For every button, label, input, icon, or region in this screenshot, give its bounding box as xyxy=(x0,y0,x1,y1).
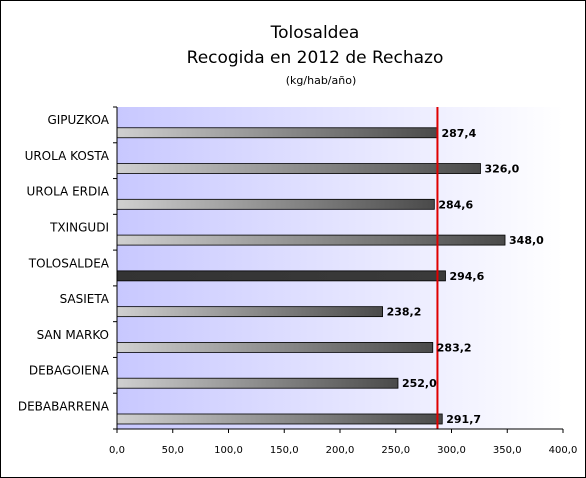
x-tick-label: 0,0 xyxy=(109,445,125,456)
bar-gipuzkoa xyxy=(116,127,438,139)
x-tick-label: 150,0 xyxy=(270,445,299,456)
labels-layer: 287,4 GIPUZKOA 326,0 UROLA KOSTA 284,6 UROLA … xyxy=(18,113,544,426)
x-tick-label: 250,0 xyxy=(381,445,410,456)
bar-san-marko xyxy=(116,342,434,353)
value-label: 252,0 xyxy=(402,377,437,390)
x-axis: 0,0 50,0 100,0 150,0 200,0 250,0 300,0 350,0 400… xyxy=(109,106,578,456)
category-label: TXINGUDI xyxy=(49,221,109,235)
bar-sasieta xyxy=(116,306,383,318)
x-tick-label: 400,0 xyxy=(549,445,578,456)
value-label: 291,7 xyxy=(446,413,481,426)
category-label: SAN MARKO xyxy=(37,328,109,342)
bar-debabarrena xyxy=(116,413,443,425)
category-label: DEBABARRENA xyxy=(18,399,110,413)
value-label: 287,4 xyxy=(441,127,476,140)
bar-urola-kosta xyxy=(116,163,481,174)
plot-area xyxy=(117,107,563,429)
category-label: UROLA ERDIA xyxy=(27,185,110,199)
category-label: SASIETA xyxy=(60,292,110,306)
chart-title: Tolosaldea xyxy=(270,23,360,43)
chart-unit: (kg/hab/año) xyxy=(286,74,357,87)
category-label: DEBAGOIENA xyxy=(29,364,110,378)
category-label: TOLOSALDEA xyxy=(28,256,110,270)
category-label: GIPUZKOA xyxy=(47,113,109,127)
bar-txingudi xyxy=(116,234,506,246)
value-label: 326,0 xyxy=(484,163,519,176)
x-tick-label: 300,0 xyxy=(437,445,466,456)
x-tick-label: 200,0 xyxy=(326,445,355,456)
x-tick-label: 350,0 xyxy=(493,445,522,456)
x-tick-label: 50,0 xyxy=(162,445,184,456)
bar-debagoiena xyxy=(116,377,399,389)
category-label: UROLA KOSTA xyxy=(25,149,110,163)
value-label: 348,0 xyxy=(509,234,544,247)
chart-subtitle: Recogida en 2012 de Rechazo xyxy=(187,48,444,68)
value-label: 238,2 xyxy=(387,306,422,319)
bar-tolosaldea xyxy=(116,270,446,282)
value-label: 294,6 xyxy=(449,270,484,283)
value-label: 284,6 xyxy=(438,198,473,211)
bar-urola-erdia xyxy=(116,198,435,210)
x-tick-label: 100,0 xyxy=(214,445,243,456)
value-label: 283,2 xyxy=(437,341,472,354)
